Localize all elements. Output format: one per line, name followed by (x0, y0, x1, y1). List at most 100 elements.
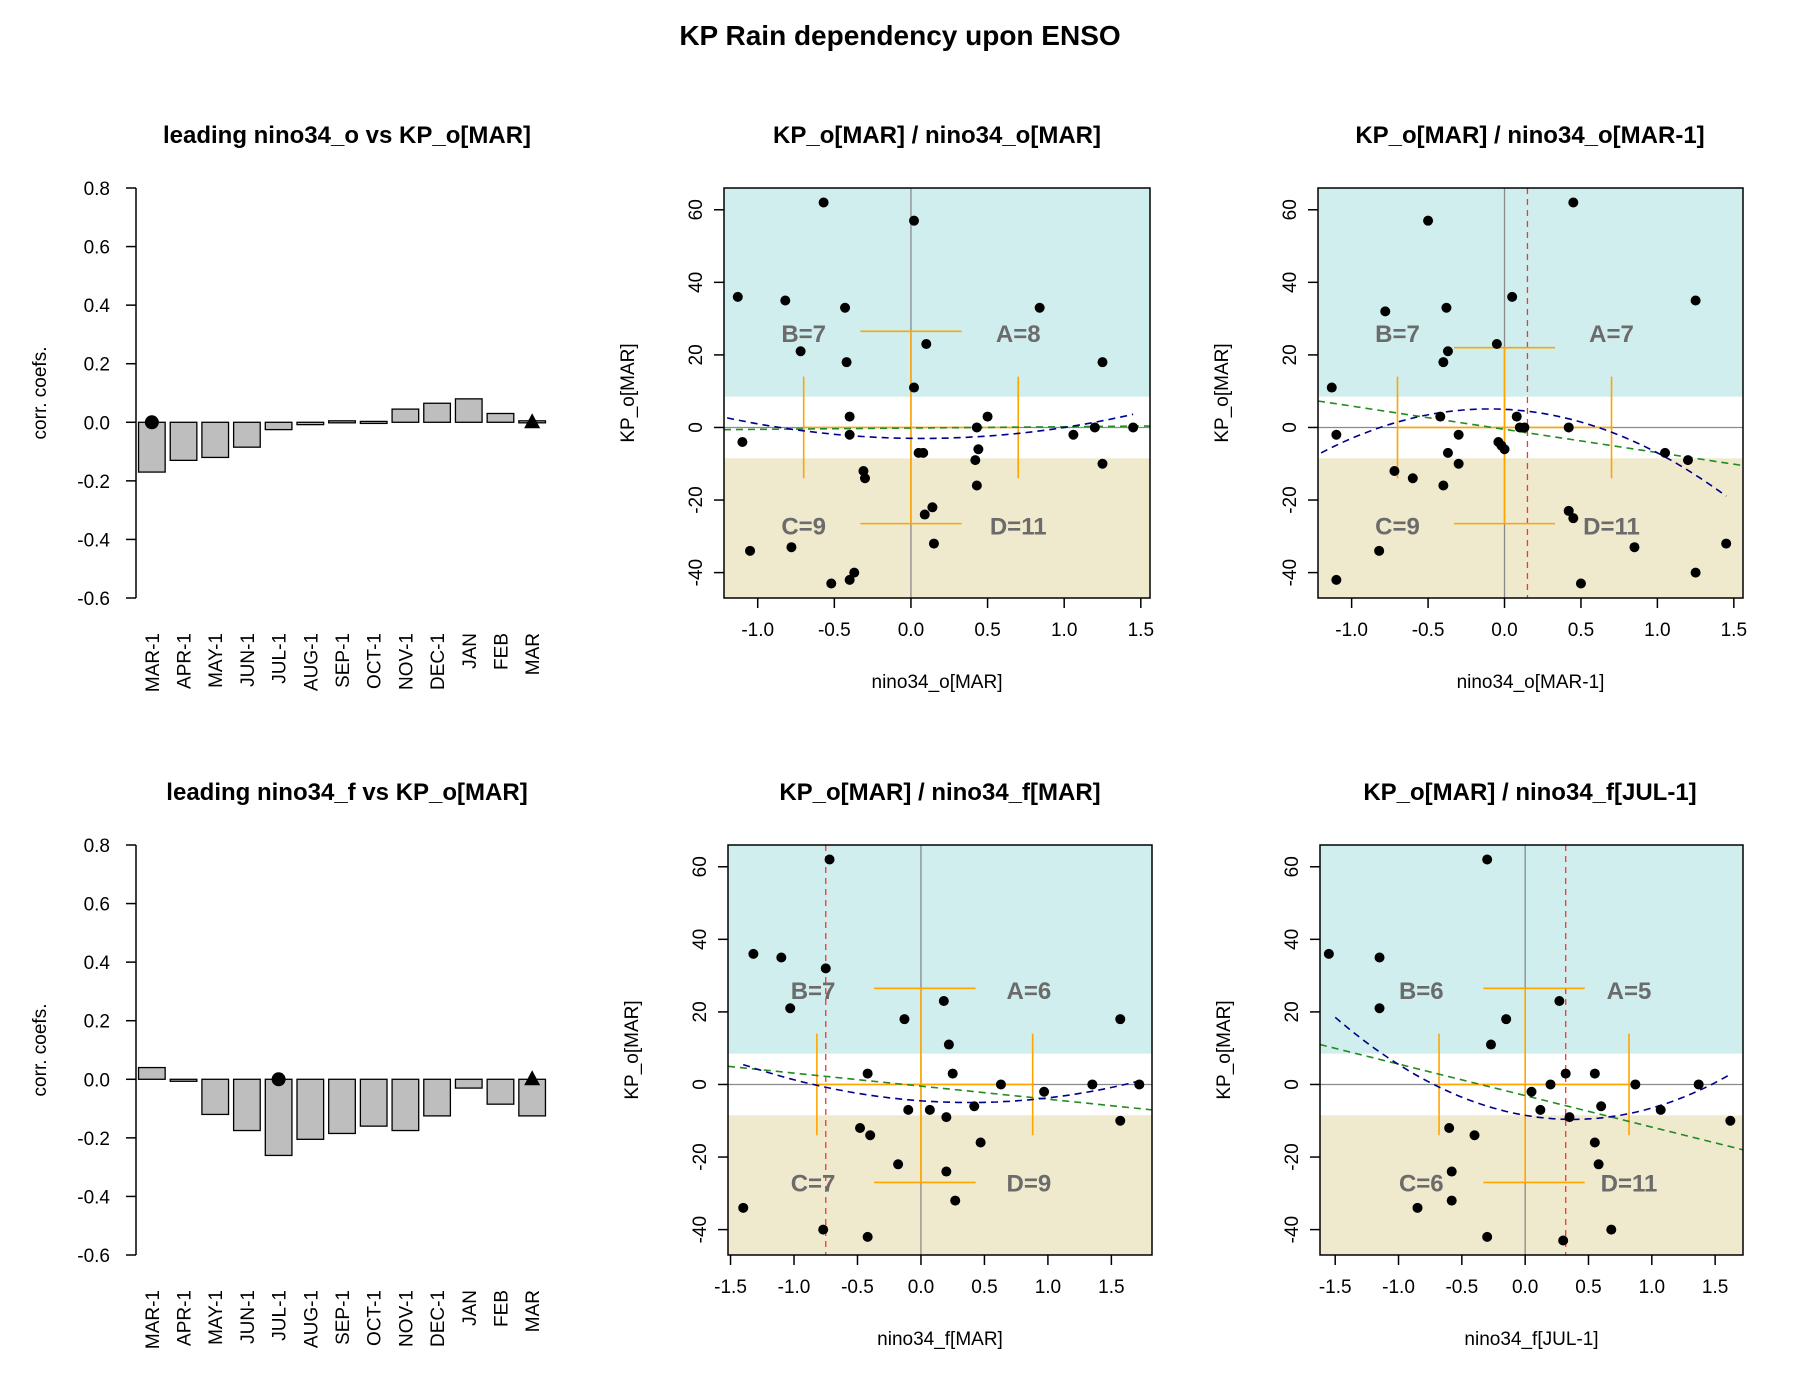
y-tick-label: -20 (1280, 486, 1301, 513)
data-point (826, 578, 837, 589)
x-tick-label: MAR-1 (143, 1290, 164, 1349)
data-point (748, 948, 759, 959)
y-tick-label: 40 (690, 929, 711, 950)
x-tick-label: OCT-1 (365, 1290, 386, 1346)
y-axis-label: corr. coefs. (30, 347, 51, 440)
data-point (745, 545, 756, 556)
data-point (1558, 1235, 1569, 1246)
data-point (982, 411, 993, 422)
x-tick-label: -0.5 (1412, 620, 1445, 641)
dry-band (1320, 1115, 1743, 1255)
data-point (1128, 422, 1139, 433)
y-tick-label: -40 (1282, 1216, 1303, 1243)
x-tick-label: -1.5 (1319, 1277, 1352, 1298)
data-point (865, 1130, 876, 1141)
y-tick-label: 0.2 (84, 1012, 110, 1033)
circle-marker (144, 415, 159, 430)
data-point (840, 302, 851, 313)
data-point (1446, 1166, 1457, 1177)
x-tick-label: -0.5 (841, 1277, 874, 1298)
y-tick-label: 0.4 (84, 296, 111, 317)
data-point (1563, 505, 1574, 516)
data-point (785, 1003, 796, 1014)
data-point (1442, 346, 1453, 357)
bar (264, 1078, 293, 1157)
y-tick-label: 40 (686, 272, 707, 293)
quadratic-fit-curve (742, 1063, 1144, 1104)
data-point (1326, 382, 1337, 393)
bar (391, 408, 420, 423)
data-point (1560, 1068, 1571, 1079)
x-tick-label: MAR (523, 1290, 544, 1332)
circle-marker (271, 1072, 286, 1087)
bar (454, 1078, 483, 1089)
data-point (1469, 1130, 1480, 1141)
y-tick-label: -20 (686, 486, 707, 513)
data-point (971, 480, 982, 491)
data-point (1655, 1104, 1666, 1115)
x-tick-label: SEP-1 (333, 1290, 354, 1345)
y-axis-label: KP_o[MAR] (622, 1000, 643, 1099)
y-tick-label: 0.2 (84, 355, 110, 376)
data-point (1526, 1086, 1537, 1097)
data-point (1115, 1115, 1126, 1126)
x-tick-label: 1.0 (1644, 620, 1670, 641)
data-point (849, 567, 860, 578)
data-point (1589, 1068, 1600, 1079)
data-point (824, 854, 835, 865)
quadrant-count-C: C=9 (1375, 513, 1420, 540)
bar (232, 421, 261, 448)
data-point (969, 1101, 980, 1112)
data-point (973, 444, 984, 455)
quadrant-count-C: C=6 (1399, 1170, 1444, 1197)
data-point (1087, 1079, 1098, 1090)
bar (296, 1078, 325, 1140)
data-point (928, 538, 939, 549)
data-point (903, 1104, 914, 1115)
x-tick-label: 0.5 (1575, 1277, 1601, 1298)
x-tick-label: DEC-1 (428, 1290, 449, 1347)
x-tick-label: 0.5 (1568, 620, 1594, 641)
data-point (1575, 578, 1586, 589)
x-tick-label: 0.0 (1491, 620, 1517, 641)
x-tick-label: 1.5 (1702, 1277, 1728, 1298)
x-tick-label: FEB (491, 1290, 512, 1327)
data-point (919, 509, 930, 520)
quadratic-fit-curve (726, 413, 1134, 440)
data-point (844, 411, 855, 422)
bar (201, 421, 230, 459)
chart-sc2: KP_o[MAR] / nino34_o[MAR-1] A=7 B=7 C=9 D=11… (1212, 122, 1747, 693)
data-point (862, 1068, 873, 1079)
quadrant-count-A: A=6 (1007, 978, 1052, 1005)
data-point (1407, 473, 1418, 484)
x-tick-label: 1.5 (1721, 620, 1747, 641)
wet-band (724, 188, 1150, 397)
data-point (1331, 574, 1342, 585)
data-point (924, 1104, 935, 1115)
data-point (1593, 1159, 1604, 1170)
data-point (1446, 1195, 1457, 1206)
data-point (941, 1112, 952, 1123)
triangle-marker (524, 1070, 541, 1086)
plot-area: A=8 B=7 C=9 D=11 (724, 188, 1150, 598)
y-tick-label: 60 (690, 856, 711, 877)
x-tick-label: NOV-1 (396, 1290, 417, 1347)
data-point (1438, 357, 1449, 368)
data-point (862, 1231, 873, 1242)
y-tick-label: -40 (1280, 559, 1301, 586)
x-tick-label: APR-1 (175, 633, 196, 689)
data-point (1535, 1104, 1546, 1115)
data-point (738, 1202, 749, 1213)
plot-frame (727, 844, 1153, 1256)
bar (359, 420, 388, 425)
bar (137, 421, 166, 473)
x-tick-label: AUG-1 (301, 633, 322, 691)
data-point (1423, 215, 1434, 226)
dry-band (1318, 458, 1743, 598)
data-point (899, 1014, 910, 1025)
y-tick-label: 0.4 (84, 953, 111, 974)
bar (423, 402, 452, 423)
x-tick-label: -1.5 (714, 1277, 747, 1298)
y-tick-label: -40 (690, 1216, 711, 1243)
data-point (732, 291, 743, 302)
